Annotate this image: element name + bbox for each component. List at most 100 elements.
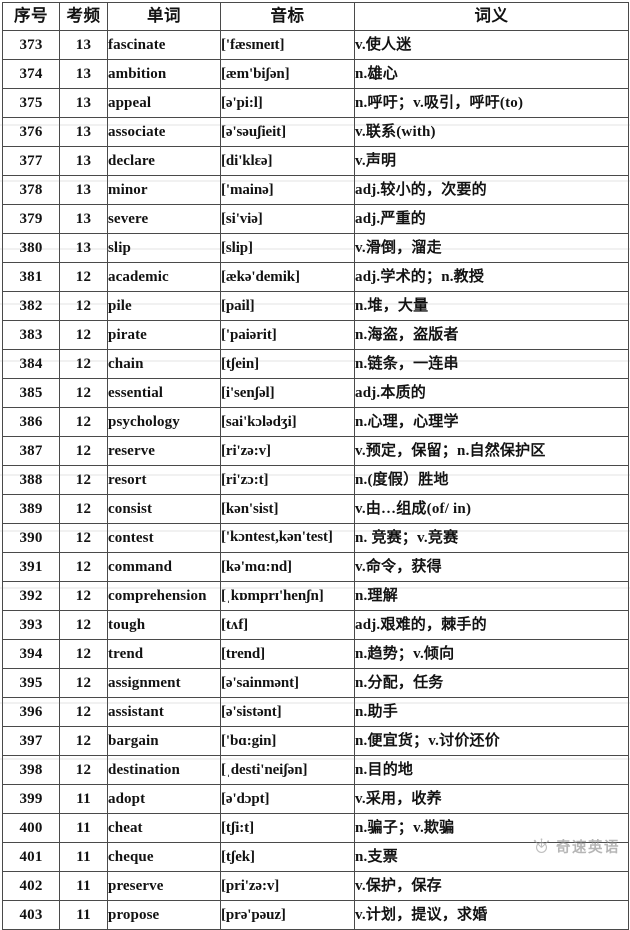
cell-meaning: n.助手 (354, 697, 629, 727)
cell-word: consist (107, 494, 221, 524)
cell-frequency: 12 (59, 697, 108, 727)
cell-word: academic (107, 262, 221, 292)
cell-phonetic: [æm'biʃən] (220, 59, 355, 89)
cell-meaning: n.雄心 (354, 59, 629, 89)
cell-phonetic: [tʌf] (220, 610, 355, 640)
cell-meaning: n.链条，一连串 (354, 349, 629, 379)
table-row: 403 11 propose [prə'pəuz] v.计划，提议，求婚 (2, 900, 629, 930)
cell-frequency: 13 (59, 175, 108, 205)
cell-sequence: 392 (2, 581, 60, 611)
table-row: 381 12 academic [ækə'demik] adj.学术的；n.教授 (2, 262, 629, 292)
table-row: 400 11 cheat [tʃi:t] n.骗子；v.欺骗 (2, 813, 629, 843)
cell-sequence: 384 (2, 349, 60, 379)
table-row: 389 12 consist [kən'sist] v.由…组成(of/ in) (2, 494, 629, 524)
cell-phonetic: ['fæsɪneɪt] (220, 30, 355, 60)
cell-word: preserve (107, 871, 221, 901)
table-body: 373 13 fascinate ['fæsɪneɪt] v.使人迷 374 13 ambit… (2, 30, 629, 930)
cell-phonetic: [ə'pi:l] (220, 88, 355, 118)
table-row: 387 12 reserve [ri'zə:v] v.预定，保留；n.自然保护区 (2, 436, 629, 466)
cell-sequence: 396 (2, 697, 60, 727)
column-header-word: 单词 (107, 2, 221, 31)
cell-frequency: 12 (59, 378, 108, 408)
cell-sequence: 397 (2, 726, 60, 756)
cell-frequency: 12 (59, 523, 108, 553)
cell-word: essential (107, 378, 221, 408)
cell-word: propose (107, 900, 221, 930)
cell-phonetic: [tʃi:t] (220, 813, 355, 843)
cell-frequency: 12 (59, 581, 108, 611)
table-row: 395 12 assignment [ə'sainmənt] n.分配，任务 (2, 668, 629, 698)
cell-frequency: 12 (59, 494, 108, 524)
cell-frequency: 11 (59, 784, 108, 814)
cell-sequence: 382 (2, 291, 60, 321)
cell-word: assignment (107, 668, 221, 698)
cell-sequence: 385 (2, 378, 60, 408)
cell-phonetic: [i'senʃəl] (220, 378, 355, 408)
cell-word: chain (107, 349, 221, 379)
cell-sequence: 401 (2, 842, 60, 872)
cell-meaning: v.命令，获得 (354, 552, 629, 582)
cell-meaning: v.声明 (354, 146, 629, 176)
cell-meaning: n.心理，心理学 (354, 407, 629, 437)
cell-word: pirate (107, 320, 221, 350)
cell-meaning: v.采用，收养 (354, 784, 629, 814)
table-row: 383 12 pirate ['paiərit] n.海盗，盗版者 (2, 320, 629, 350)
cell-frequency: 12 (59, 610, 108, 640)
cell-meaning: n.趋势；v.倾向 (354, 639, 629, 669)
table-row: 386 12 psychology [sai'kɔlədʒi] n.心理，心理学 (2, 407, 629, 437)
cell-phonetic: ['kɔntest,kən'test] (220, 523, 355, 553)
cell-word: slip (107, 233, 221, 263)
cell-phonetic: [prə'pəuz] (220, 900, 355, 930)
cell-frequency: 12 (59, 639, 108, 669)
cell-sequence: 390 (2, 523, 60, 553)
cell-frequency: 12 (59, 407, 108, 437)
cell-meaning: n.目的地 (354, 755, 629, 785)
cell-frequency: 11 (59, 900, 108, 930)
table-row: 390 12 contest ['kɔntest,kən'test] n. 竞赛；v.竞… (2, 523, 629, 553)
table-row: 377 13 declare [di'klɛə] v.声明 (2, 146, 629, 176)
cell-sequence: 391 (2, 552, 60, 582)
cell-frequency: 13 (59, 117, 108, 147)
cell-frequency: 13 (59, 204, 108, 234)
cell-meaning: n.(度假）胜地 (354, 465, 629, 495)
cell-sequence: 400 (2, 813, 60, 843)
cell-word: minor (107, 175, 221, 205)
table-row: 380 13 slip [slip] v.滑倒，溜走 (2, 233, 629, 263)
table-row: 391 12 command [kə'mɑ:nd] v.命令，获得 (2, 552, 629, 582)
cell-sequence: 374 (2, 59, 60, 89)
cell-phonetic: [tʃek] (220, 842, 355, 872)
cell-frequency: 13 (59, 146, 108, 176)
cell-phonetic: [slip] (220, 233, 355, 263)
cell-word: severe (107, 204, 221, 234)
table-row: 385 12 essential [i'senʃəl] adj.本质的 (2, 378, 629, 408)
cell-sequence: 379 (2, 204, 60, 234)
cell-word: cheque (107, 842, 221, 872)
cell-sequence: 387 (2, 436, 60, 466)
table-row: 373 13 fascinate ['fæsɪneɪt] v.使人迷 (2, 30, 629, 60)
cell-meaning: v.联系(with) (354, 117, 629, 147)
cell-meaning: v.滑倒，溜走 (354, 233, 629, 263)
cell-meaning: n.分配，任务 (354, 668, 629, 698)
cell-meaning: n.支票 (354, 842, 629, 872)
cell-word: resort (107, 465, 221, 495)
cell-meaning: n.海盗，盗版者 (354, 320, 629, 350)
cell-frequency: 12 (59, 436, 108, 466)
table-row: 376 13 associate [ə'səuʃieit] v.联系(with) (2, 117, 629, 147)
cell-meaning: v.预定，保留；n.自然保护区 (354, 436, 629, 466)
cell-sequence: 402 (2, 871, 60, 901)
table-row: 388 12 resort [ri'zɔ:t] n.(度假）胜地 (2, 465, 629, 495)
cell-sequence: 381 (2, 262, 60, 292)
cell-frequency: 12 (59, 291, 108, 321)
cell-sequence: 403 (2, 900, 60, 930)
table-row: 382 12 pile [pail] n.堆，大量 (2, 291, 629, 321)
table-row: 394 12 trend [trend] n.趋势；v.倾向 (2, 639, 629, 669)
table-row: 375 13 appeal [ə'pi:l] n.呼吁；v.吸引，呼吁(to) (2, 88, 629, 118)
table-row: 392 12 comprehension [ˌkɒmprɪ'henʃn] n.理解 (2, 581, 629, 611)
cell-word: comprehension (107, 581, 221, 611)
cell-frequency: 11 (59, 871, 108, 901)
cell-word: assistant (107, 697, 221, 727)
cell-word: fascinate (107, 30, 221, 60)
cell-phonetic: [ˌkɒmprɪ'henʃn] (220, 581, 355, 611)
cell-meaning: adj.本质的 (354, 378, 629, 408)
